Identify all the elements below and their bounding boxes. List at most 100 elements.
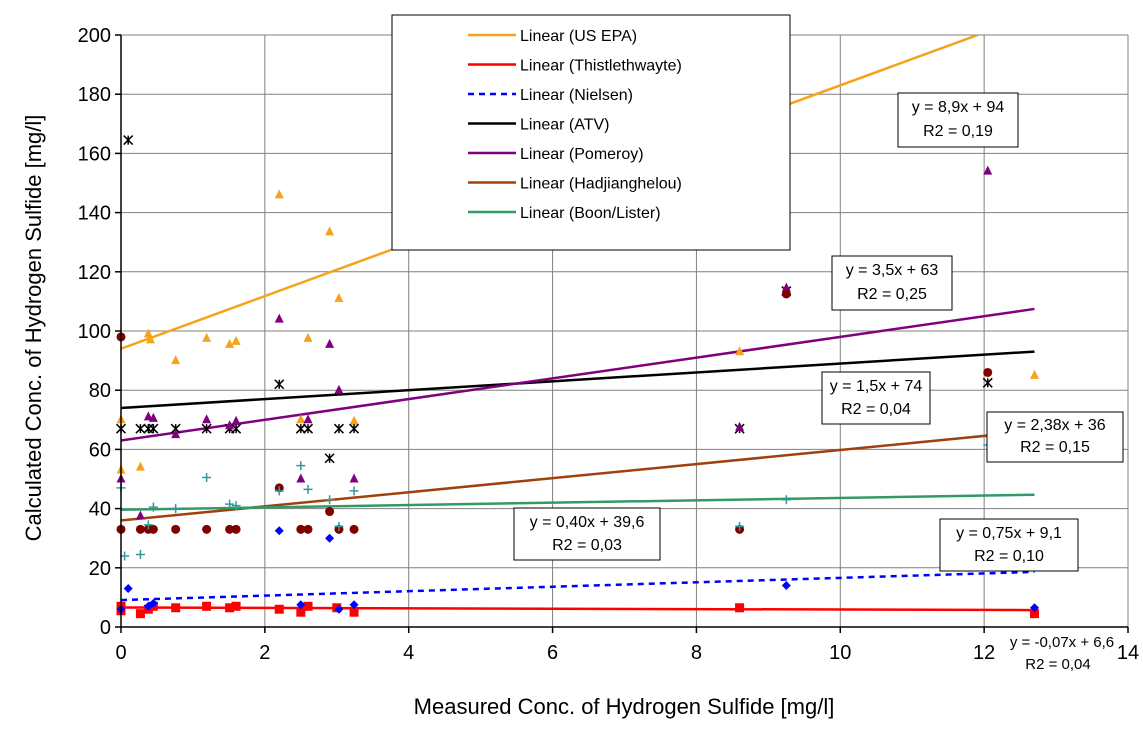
data-point	[296, 473, 306, 483]
data-point	[231, 423, 242, 434]
data-point	[296, 524, 306, 534]
data-point	[274, 526, 284, 536]
data-point	[202, 332, 212, 342]
data-point	[324, 453, 335, 464]
data-point	[171, 603, 181, 613]
data-point	[334, 521, 344, 531]
y-axis-title: Calculated Conc. of Hydrogen Sulfide [mg…	[21, 115, 46, 542]
annotation-atv-equation: y = 1,5x + 74	[830, 378, 923, 395]
data-point	[334, 384, 344, 394]
y-tick-label: 100	[78, 321, 111, 343]
annotation-nielsen-equation: y = 0,75x + 9,1	[956, 525, 1062, 542]
data-point	[1029, 603, 1039, 613]
data-point	[781, 495, 791, 505]
data-point	[735, 346, 745, 356]
data-point	[171, 504, 181, 514]
data-point	[781, 581, 791, 591]
data-point	[143, 520, 153, 530]
data-point	[231, 524, 241, 534]
x-tick-label: 0	[115, 642, 126, 664]
data-point	[171, 524, 181, 534]
data-point	[349, 524, 359, 534]
trendline	[121, 429, 1035, 522]
data-point	[145, 334, 155, 344]
annotation-us-epa-equation: y = 8,9x + 94	[912, 99, 1005, 116]
y-tick-label: 140	[78, 203, 111, 225]
y-tick-label: 180	[78, 84, 111, 106]
data-point	[334, 604, 344, 614]
trendline	[121, 493, 1035, 512]
x-tick-label: 4	[403, 642, 414, 664]
data-point	[781, 282, 791, 292]
data-point	[325, 338, 335, 348]
data-point	[349, 600, 359, 610]
annotation-boon-equation: y = 0,40x + 39,6	[530, 514, 645, 531]
data-point	[225, 338, 235, 348]
x-axis-title: Measured Conc. of Hydrogen Sulfide [mg/l…	[414, 694, 835, 719]
data-point	[202, 473, 212, 483]
data-point	[148, 524, 158, 534]
data-point	[781, 289, 791, 299]
data-point	[143, 411, 153, 421]
x-tick-label: 8	[691, 642, 702, 664]
y-tick-label: 80	[89, 380, 111, 402]
data-point	[349, 486, 359, 496]
x-tick-label: 2	[259, 642, 270, 664]
data-point	[303, 484, 313, 494]
y-tick-label: 120	[78, 262, 111, 284]
data-point	[143, 423, 154, 434]
y-tick-label: 160	[78, 143, 111, 165]
data-point	[135, 549, 145, 559]
data-point	[325, 495, 335, 505]
data-point	[735, 603, 745, 613]
y-tick-label: 200	[78, 25, 111, 47]
data-point	[231, 335, 241, 345]
data-point-layer	[115, 135, 1040, 619]
legend-label: Linear (Thistlethwayte)	[520, 58, 682, 75]
data-point	[231, 415, 241, 425]
legend-label: Linear (Pomeroy)	[520, 146, 644, 163]
data-point	[123, 135, 134, 146]
data-point	[148, 423, 159, 434]
annotation-hadjianghelou-equation: y = 2,38x + 36	[1004, 417, 1106, 434]
data-point	[202, 601, 212, 611]
data-point	[982, 377, 993, 388]
data-point	[274, 189, 284, 199]
x-tick-label: 6	[547, 642, 558, 664]
x-tick-label: 14	[1117, 642, 1139, 664]
annotation-hadjianghelou-r2: R2 = 0,15	[1020, 439, 1090, 456]
annotation-atv-r2: R2 = 0,04	[841, 401, 911, 418]
data-point	[983, 165, 993, 175]
data-point	[202, 524, 212, 534]
data-point	[135, 510, 145, 520]
data-point	[201, 423, 212, 434]
legend-label: Linear (Nielsen)	[520, 87, 633, 104]
annotation-pomeroy-equation: y = 3,5x + 63	[846, 262, 939, 279]
data-point	[231, 501, 241, 511]
data-point	[225, 420, 235, 430]
annotation-atv: y = 1,5x + 74 R2 = 0,04	[821, 371, 931, 425]
data-point	[171, 429, 181, 439]
data-point	[143, 328, 153, 338]
data-point	[135, 524, 145, 534]
data-point	[296, 607, 306, 617]
trendline	[121, 350, 1035, 410]
data-point	[135, 423, 146, 434]
data-point	[274, 313, 284, 323]
annotation-us-epa: y = 8,9x + 94 R2 = 0,19	[897, 92, 1019, 148]
data-point	[303, 414, 313, 424]
data-point	[123, 584, 133, 594]
annotation-pomeroy: y = 3,5x + 63 R2 = 0,25	[831, 255, 953, 311]
data-point	[349, 423, 360, 434]
data-point	[274, 379, 285, 390]
x-tick-label: 10	[829, 642, 851, 664]
annotation-nielsen-r2: R2 = 0,10	[974, 548, 1044, 565]
annotation-thistlethwayte-equation: y = -0,07x + 6,6	[1010, 634, 1114, 651]
data-point	[135, 461, 145, 471]
data-point	[325, 507, 335, 517]
data-point	[225, 524, 235, 534]
legend-label: Linear (US EPA)	[520, 28, 637, 45]
data-point	[148, 598, 158, 608]
